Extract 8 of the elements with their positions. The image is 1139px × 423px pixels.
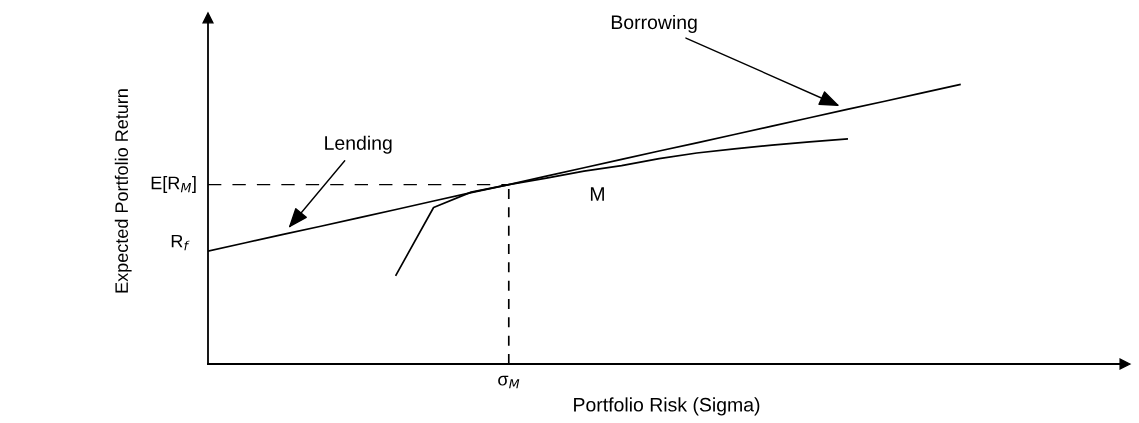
ref-line-label: E[R$_{M}$] xyxy=(151,176,196,193)
y-axis-title: Expected Portfolio Return xyxy=(114,89,132,293)
annotation: Lending xyxy=(325,135,392,154)
annotation: R$_{f}$ xyxy=(171,234,190,251)
annotation: M xyxy=(590,187,604,201)
x-axis-title: Portfolio Risk (Sigma) xyxy=(574,397,760,416)
text: σ$_{M}$ xyxy=(498,375,520,389)
text: Borrowing xyxy=(611,14,697,33)
